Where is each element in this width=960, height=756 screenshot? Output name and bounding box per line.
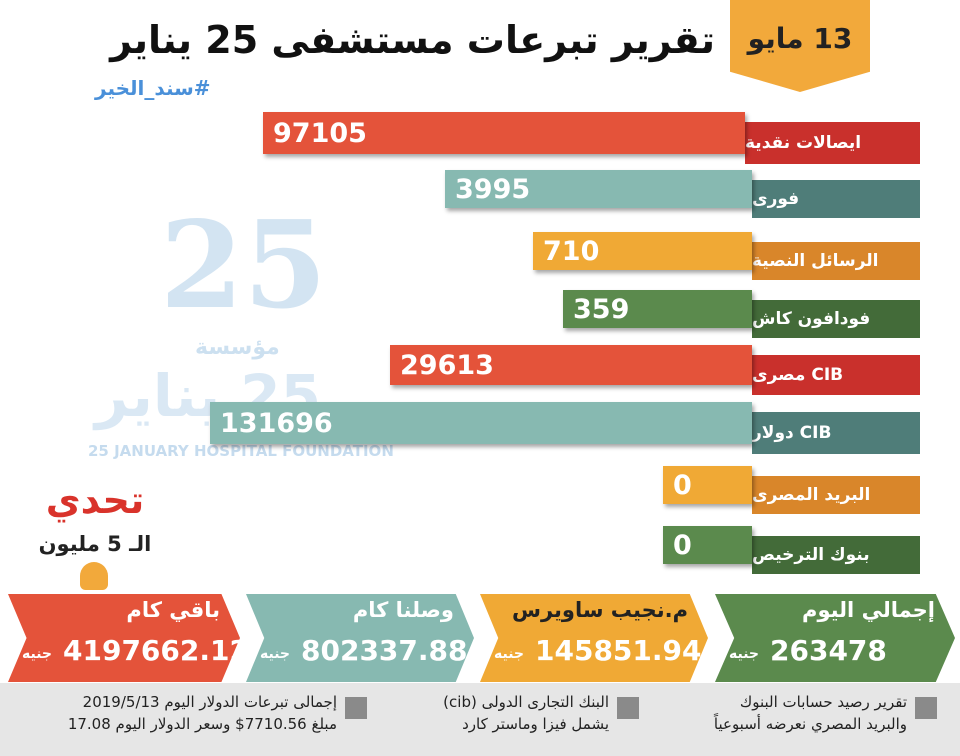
watermark-number: 25: [160, 195, 327, 336]
note-line: البنك التجارى الدولى (cib): [443, 693, 609, 711]
bar-value-box: 0: [663, 526, 752, 564]
hashtag: #سند_الخير: [95, 76, 211, 100]
note-line: يشمل فيزا وماستر كارد: [462, 715, 609, 733]
total-value: 263478: [770, 634, 887, 667]
bar-value-box: 0: [663, 466, 752, 504]
hands-icon: [80, 562, 108, 590]
bar-label-box: CIB دولار: [752, 412, 920, 454]
bar-label-box: البريد المصرى: [752, 476, 920, 514]
total-label: وصلنا كام: [352, 598, 454, 622]
note-square: [345, 697, 367, 719]
note-square: [915, 697, 937, 719]
bar-label-box: فودافون كاش: [752, 300, 920, 338]
date: 13 مايو: [747, 22, 853, 55]
bar-value-box: 29613: [390, 345, 752, 385]
note-line: إجمالى تبرعات الدولار اليوم 2019/5/13: [82, 693, 337, 711]
bar-label-box: ايصالات نقدية: [745, 122, 920, 164]
total-panel: [715, 594, 955, 682]
bar-label-box: فورى: [752, 180, 920, 218]
total-unit: جنيه: [729, 646, 760, 662]
total-unit: جنيه: [494, 646, 525, 662]
total-panel: [480, 594, 708, 682]
note-square: [617, 697, 639, 719]
note-line: والبريد المصري نعرضه أسبوعياً: [713, 715, 907, 733]
total-label: باقي كام: [126, 598, 220, 622]
watermark-word: مؤسسة: [195, 335, 280, 360]
bar-value-box: 710: [533, 232, 752, 270]
total-panel: [8, 594, 240, 682]
bar-label-box: بنوك الترخيص: [752, 536, 920, 574]
total-unit: جنيه: [22, 646, 53, 662]
note-line: مبلغ 7710.56$ وسعر الدولار اليوم 17.08: [67, 715, 337, 733]
date-badge: [730, 0, 870, 92]
footer: [0, 683, 960, 756]
total-value: 802337.88: [301, 634, 468, 667]
bar-label-box: CIB مصرى: [752, 355, 920, 395]
title: تقرير تبرعات مستشفى 25 يناير: [110, 18, 715, 62]
total-unit: جنيه: [260, 646, 291, 662]
note-line: تقرير رصيد حسابات البنوك: [739, 693, 907, 711]
challenge-subtitle: الـ 5 مليون: [38, 532, 152, 556]
total-value: 145851.94: [535, 634, 702, 667]
bar-value-box: 131696: [210, 402, 752, 444]
watermark-english: 25 JANUARY HOSPITAL FOUNDATION: [88, 442, 394, 460]
total-label: م.نجيب ساويرس: [511, 598, 688, 622]
bar-value-box: 3995: [445, 170, 752, 208]
bar-value-box: 97105: [263, 112, 745, 154]
total-value: 4197662.12: [63, 634, 249, 667]
bar-label-box: الرسائل النصية: [752, 242, 920, 280]
challenge-title: تحدي: [45, 478, 145, 522]
total-panel: [246, 594, 474, 682]
total-label: إجمالي اليوم: [802, 598, 935, 622]
bar-value-box: 359: [563, 290, 752, 328]
